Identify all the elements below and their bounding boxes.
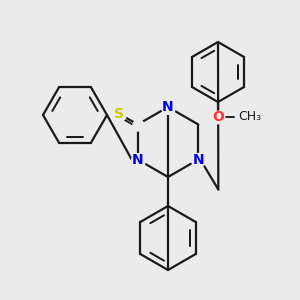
- Text: CH₃: CH₃: [238, 110, 261, 124]
- Text: O: O: [212, 110, 224, 124]
- Text: N: N: [162, 100, 174, 114]
- Text: N: N: [193, 152, 204, 167]
- Text: S: S: [114, 106, 124, 121]
- Text: N: N: [132, 152, 143, 167]
